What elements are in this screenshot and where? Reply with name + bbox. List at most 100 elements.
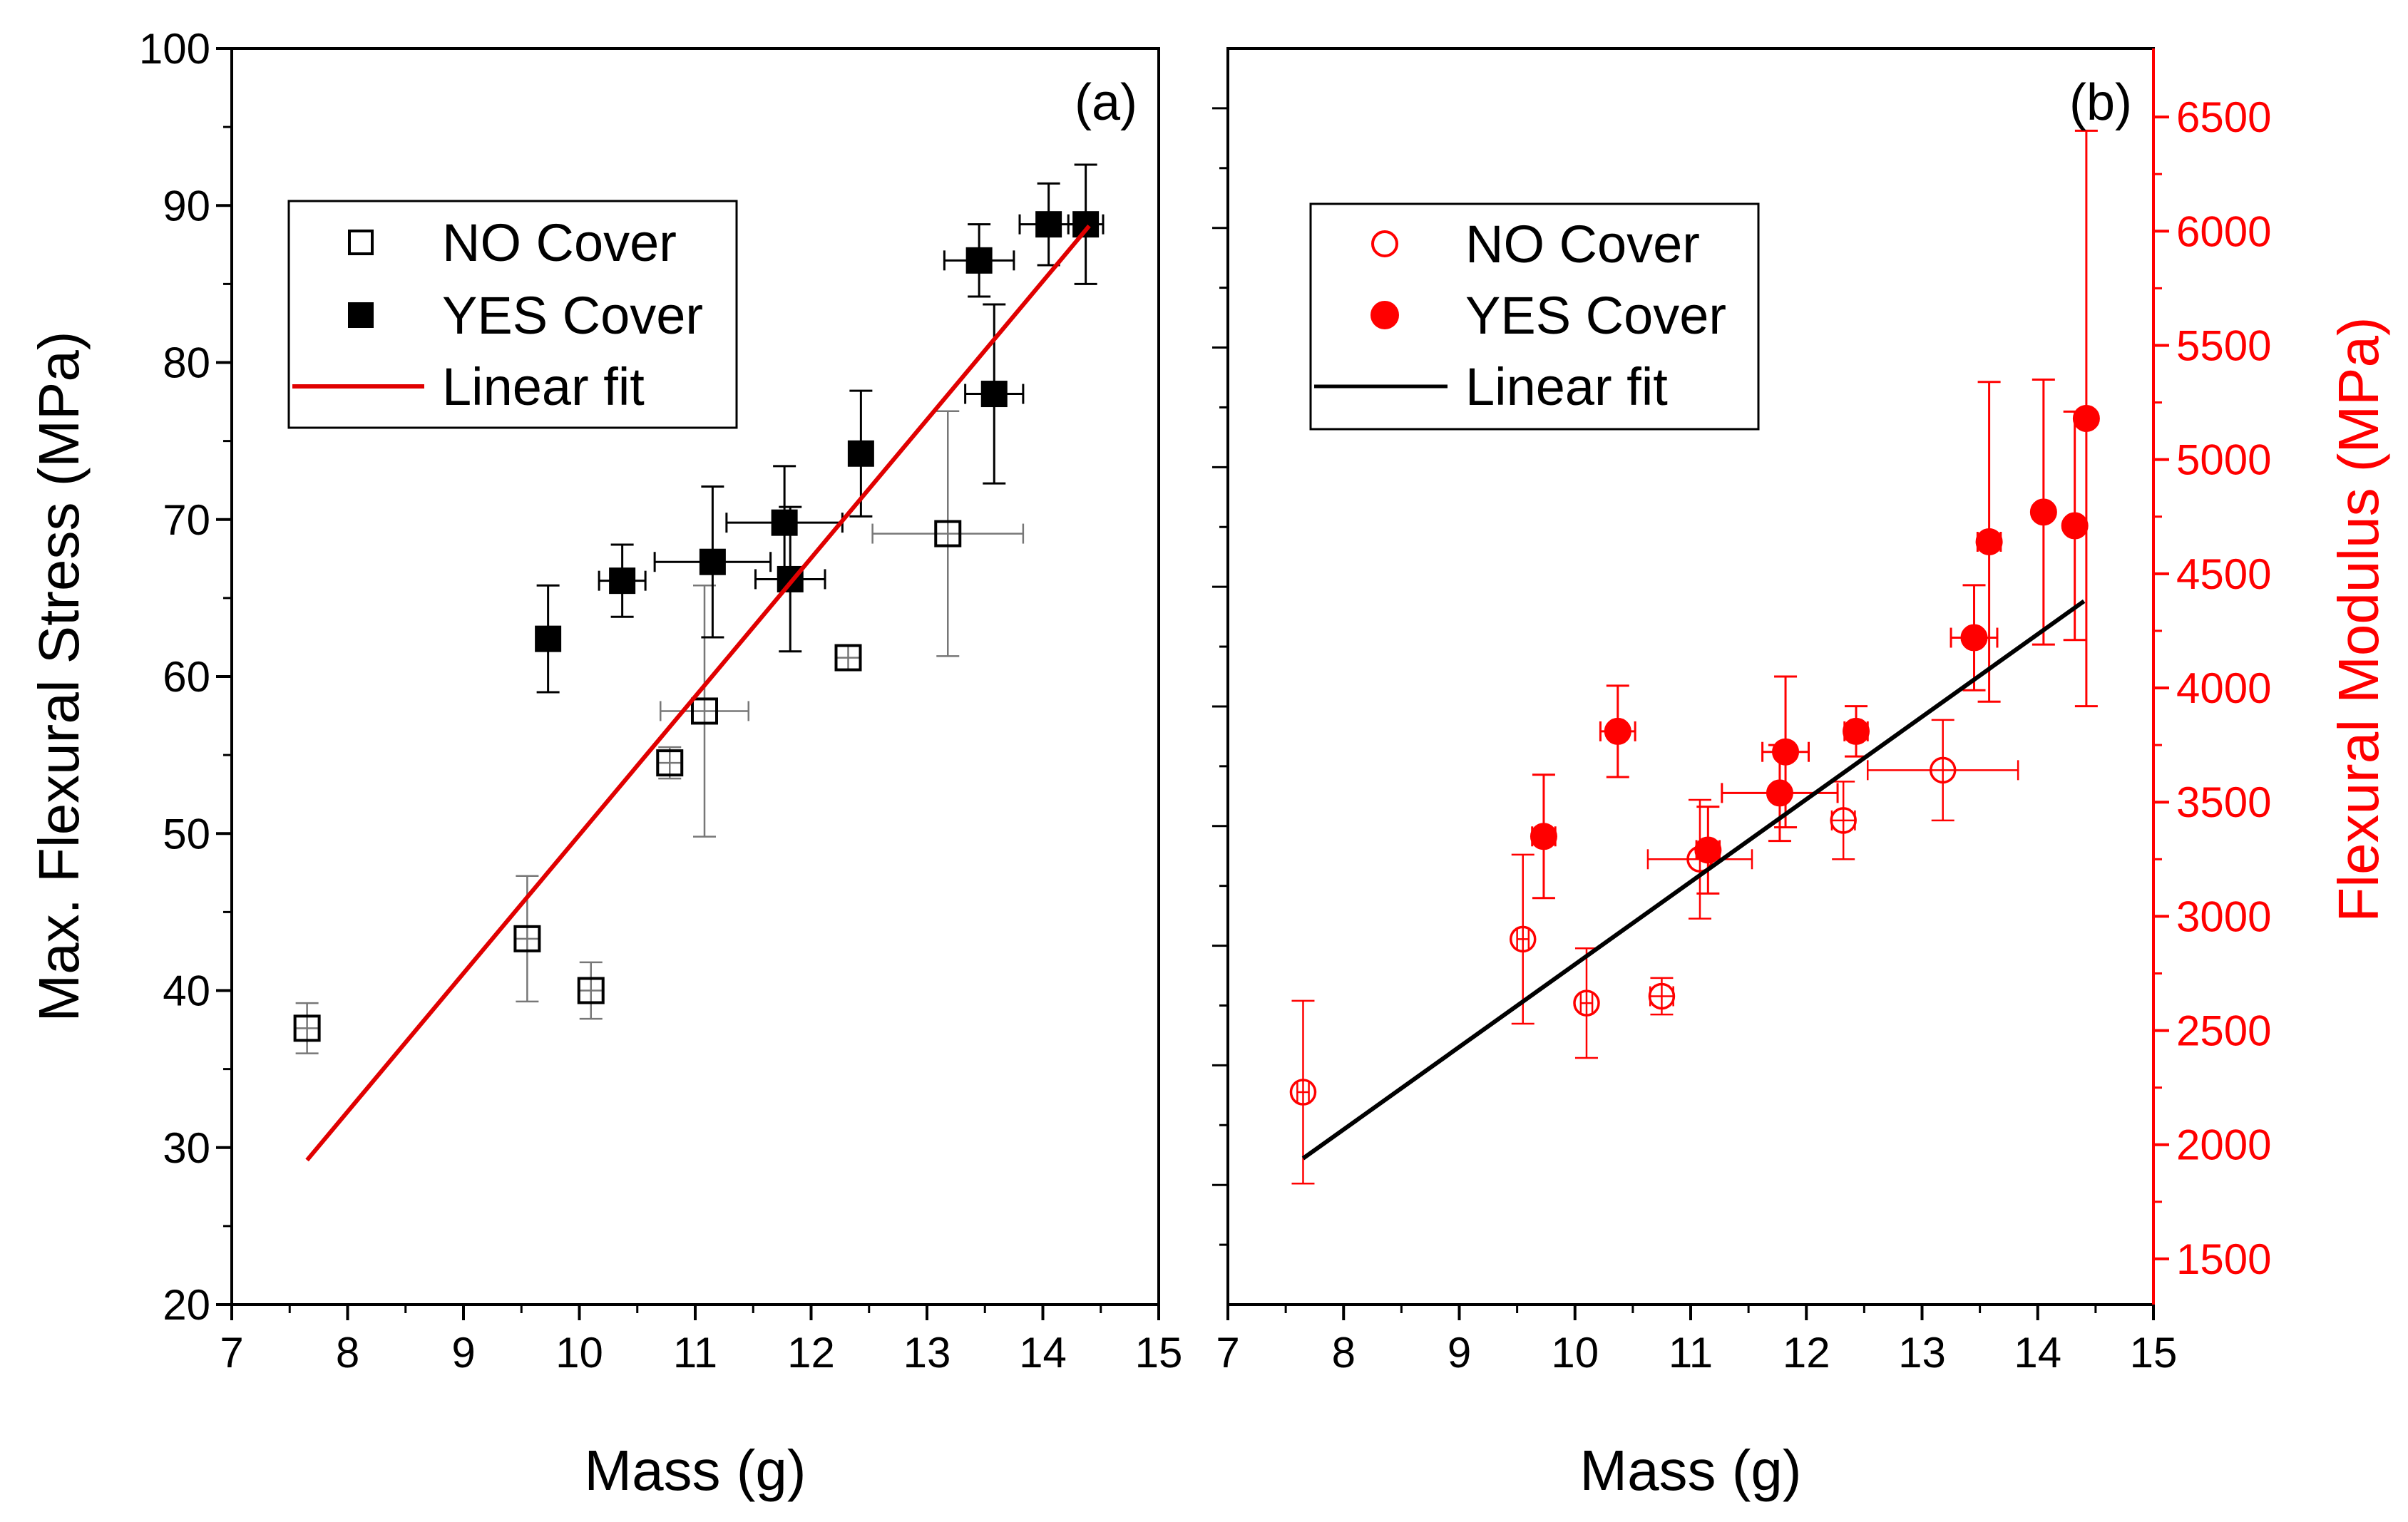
y-tick-label: 6000 bbox=[2176, 207, 2271, 255]
y-tick-label: 1500 bbox=[2176, 1235, 2271, 1283]
x-tick-label: 14 bbox=[1019, 1329, 1067, 1377]
x-tick-label: 8 bbox=[336, 1329, 359, 1377]
y-tick-label: 100 bbox=[139, 25, 210, 73]
x-tick-label: 9 bbox=[1448, 1329, 1471, 1377]
legend-label-yes-cover: YES Cover bbox=[442, 286, 703, 345]
data-point-yes-cover bbox=[1694, 836, 1722, 864]
x-tick-label: 7 bbox=[220, 1329, 243, 1377]
legend-label-no-cover: NO Cover bbox=[1465, 215, 1700, 274]
linear-fit-line bbox=[305, 224, 1091, 1162]
data-point-yes-cover bbox=[2061, 512, 2089, 540]
panel-b-ticks: 7 8 9 10 11 12 13 14 15 1500 2000 2500 3000 3500 4000 4… bbox=[1212, 48, 2271, 1377]
y-tick-label: 30 bbox=[163, 1124, 210, 1172]
error-bar bbox=[660, 585, 749, 838]
legend-label-yes-cover: YES Cover bbox=[1465, 286, 1726, 345]
y-tick-label: 60 bbox=[163, 653, 210, 701]
data-point-yes-cover bbox=[535, 625, 562, 652]
y-tick-label: 3500 bbox=[2176, 778, 2271, 826]
panel-b-x-axis-title: Mass (g) bbox=[1579, 1439, 1801, 1502]
data-point-no-cover bbox=[1573, 989, 1600, 1017]
x-tick-label: 9 bbox=[451, 1329, 475, 1377]
data-point-yes-cover bbox=[699, 548, 726, 575]
legend-marker-no-cover bbox=[348, 230, 374, 255]
data-point-yes-cover bbox=[609, 567, 636, 595]
legend-marker-yes-cover bbox=[1370, 301, 1399, 329]
data-point-yes-cover bbox=[1530, 823, 1557, 850]
y-tick-label: 5000 bbox=[2176, 436, 2271, 484]
panel-a-x-axis-title: Mass (g) bbox=[584, 1439, 806, 1502]
data-point-yes-cover bbox=[1975, 528, 2003, 555]
data-point-no-cover bbox=[834, 644, 862, 672]
y-tick-label: 6500 bbox=[2176, 93, 2271, 141]
data-point-no-cover bbox=[656, 749, 684, 777]
x-tick-label: 8 bbox=[1332, 1329, 1356, 1377]
panel-a-marks bbox=[293, 163, 1105, 1162]
data-point-no-cover bbox=[1648, 982, 1676, 1010]
legend-label-no-cover: NO Cover bbox=[442, 213, 677, 272]
y-tick-label: 3000 bbox=[2176, 893, 2271, 940]
panel-a-ticks: 7 8 9 10 11 12 13 14 15 20 30 40 50 60 70 80 90 100 bbox=[139, 25, 1182, 1377]
error-bar bbox=[578, 961, 604, 1020]
panel-a-legend: NO Cover YES Cover Linear fit bbox=[287, 200, 738, 429]
data-point-yes-cover bbox=[2029, 498, 2057, 526]
x-tick-label: 10 bbox=[1551, 1329, 1599, 1377]
data-point-no-cover bbox=[1509, 925, 1537, 953]
y-tick-label: 5500 bbox=[2176, 322, 2271, 369]
error-bar bbox=[1511, 853, 1535, 1025]
data-point-yes-cover bbox=[1772, 738, 1800, 766]
x-tick-label: 15 bbox=[2130, 1329, 2178, 1377]
error-bar bbox=[1866, 719, 2019, 822]
legend-marker-no-cover bbox=[1371, 230, 1398, 257]
x-tick-label: 11 bbox=[673, 1329, 717, 1377]
y-tick-label: 2000 bbox=[2176, 1121, 2271, 1169]
data-point-no-cover bbox=[1929, 756, 1957, 784]
x-tick-label: 10 bbox=[555, 1329, 603, 1377]
data-point-yes-cover bbox=[1604, 717, 1631, 745]
data-point-no-cover bbox=[1289, 1079, 1317, 1106]
panel-b-legend: NO Cover YES Cover Linear fit bbox=[1309, 202, 1760, 431]
y-tick-label: 2500 bbox=[2176, 1007, 2271, 1055]
error-bar bbox=[871, 410, 1025, 657]
error-bar bbox=[294, 1002, 320, 1054]
x-tick-label: 13 bbox=[1898, 1329, 1946, 1377]
linear-fit-line bbox=[1301, 599, 2086, 1161]
x-tick-label: 11 bbox=[1669, 1329, 1713, 1377]
panel-b-y-axis-title: Flexural Modulus (MPa) bbox=[2327, 317, 2390, 922]
error-bar bbox=[1574, 947, 1598, 1059]
panel-a-label: (a) bbox=[1075, 74, 1137, 131]
x-tick-label: 14 bbox=[2014, 1329, 2061, 1377]
panel-b: 7 8 9 10 11 12 13 14 15 1500 2000 2500 3000 3500 4000 4… bbox=[1212, 47, 2390, 1502]
y-tick-label: 80 bbox=[163, 339, 210, 387]
data-point-yes-cover bbox=[771, 509, 798, 536]
legend-label-linear-fit: Linear fit bbox=[442, 357, 645, 416]
x-tick-label: 15 bbox=[1135, 1329, 1183, 1377]
data-point-yes-cover bbox=[2072, 404, 2100, 432]
panel-b-label: (b) bbox=[2069, 74, 2132, 131]
legend-marker-yes-cover bbox=[348, 302, 374, 328]
data-point-no-cover bbox=[1830, 807, 1857, 834]
data-point-no-cover bbox=[577, 977, 605, 1004]
data-point-no-cover bbox=[513, 925, 541, 952]
panel-a: 7 8 9 10 11 12 13 14 15 20 30 40 50 60 70 80 90 100 (a) M… bbox=[27, 25, 1182, 1502]
data-point-no-cover bbox=[691, 697, 718, 725]
error-bar bbox=[1291, 999, 1315, 1185]
data-point-no-cover bbox=[934, 520, 962, 547]
data-point-yes-cover bbox=[1843, 717, 1870, 745]
x-tick-label: 13 bbox=[903, 1329, 951, 1377]
y-tick-label: 40 bbox=[163, 967, 210, 1015]
panel-a-y-axis-title: Max. Flexural Stress (MPa) bbox=[27, 331, 91, 1022]
x-tick-label: 12 bbox=[787, 1329, 835, 1377]
y-tick-label: 4500 bbox=[2176, 550, 2271, 598]
x-tick-label: 12 bbox=[1783, 1329, 1830, 1377]
y-tick-label: 70 bbox=[163, 496, 210, 544]
y-tick-label: 4000 bbox=[2176, 664, 2271, 712]
error-bar bbox=[836, 644, 861, 672]
panel-b-marks bbox=[1289, 129, 2100, 1185]
data-point-yes-cover bbox=[1766, 779, 1793, 807]
x-tick-label: 7 bbox=[1216, 1329, 1239, 1377]
data-point-yes-cover bbox=[965, 247, 993, 274]
y-tick-label: 20 bbox=[163, 1281, 210, 1329]
data-point-yes-cover bbox=[847, 440, 874, 467]
y-tick-label: 50 bbox=[163, 810, 210, 858]
